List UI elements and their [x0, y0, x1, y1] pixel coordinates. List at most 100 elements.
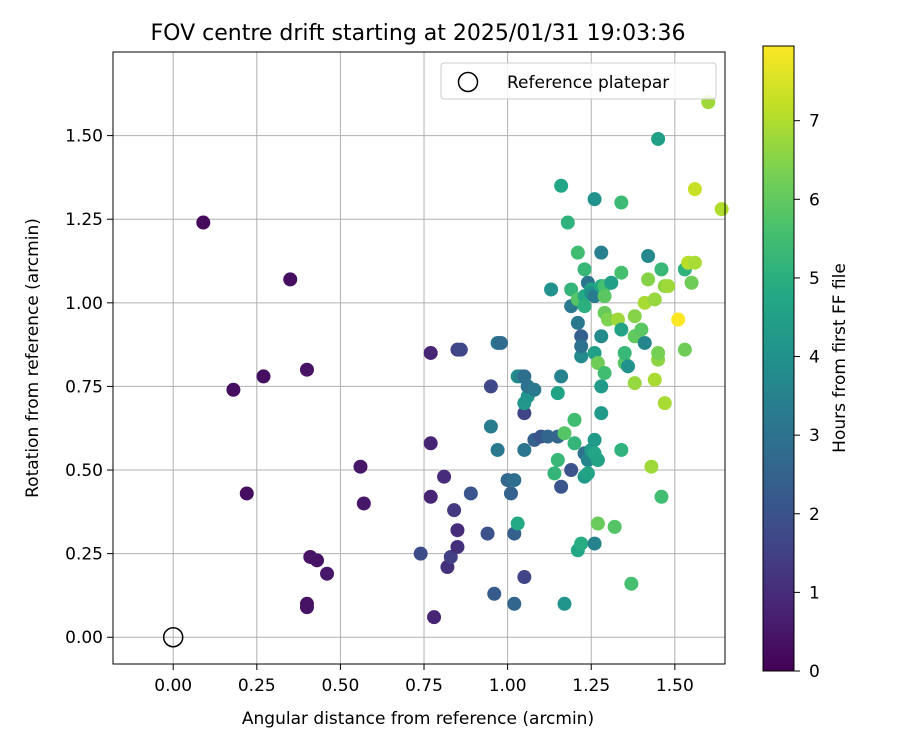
data-point [654, 262, 669, 277]
x-tick-label: 1.00 [489, 676, 527, 696]
data-point [437, 469, 452, 484]
colorbar-tick-label: 2 [809, 505, 820, 525]
data-point [594, 406, 609, 421]
data-point [450, 523, 465, 538]
data-point [637, 335, 652, 350]
data-point [594, 329, 609, 344]
data-point [517, 442, 532, 457]
data-point [310, 553, 324, 568]
data-point [564, 463, 579, 478]
data-point [587, 289, 602, 304]
data-point [427, 610, 442, 625]
data-point [564, 282, 579, 297]
data-point [714, 202, 729, 217]
data-point [587, 192, 602, 207]
x-axis-label: Angular distance from reference (arcmin) [242, 709, 594, 729]
colorbar-label: Hours from first FF file [830, 263, 850, 453]
data-point [450, 539, 465, 554]
data-point [527, 382, 542, 397]
x-tick-label: 0.75 [405, 676, 443, 696]
data-point [356, 496, 371, 511]
data-point [587, 536, 602, 551]
y-tick-label: 1.25 [65, 210, 103, 230]
data-point [614, 442, 629, 457]
data-point [517, 570, 532, 585]
data-point [647, 372, 662, 387]
reference-platepar-marker [162, 626, 184, 648]
y-axis-ticks: 0.00 0.25 0.50 0.75 1.00 1.25 1.50 [65, 127, 113, 648]
legend-box [440, 62, 717, 100]
data-point [423, 489, 438, 504]
data-point [490, 442, 505, 457]
data-point [487, 586, 502, 601]
y-axis-label: Rotation from reference (arcmin) [23, 218, 43, 498]
data-point [480, 526, 495, 541]
colorbar-tick-label: 5 [809, 269, 820, 289]
data-point [617, 345, 632, 360]
legend-reference-marker [457, 71, 479, 93]
data-point [570, 315, 585, 330]
y-tick-label: 0.50 [65, 461, 103, 481]
data-point [641, 249, 656, 263]
data-point [507, 596, 522, 611]
data-point [423, 436, 438, 451]
data-point [577, 299, 592, 314]
colorbar-tick-label: 1 [809, 583, 820, 603]
data-point [283, 272, 298, 287]
data-point [550, 453, 565, 467]
data-point [627, 309, 642, 324]
x-axis-ticks: 0.00 0.25 0.50 0.75 1.00 1.25 1.50 [154, 664, 694, 696]
data-point [590, 356, 605, 371]
data-point [634, 322, 649, 337]
data-point [299, 600, 314, 615]
data-point [226, 382, 241, 397]
colorbar: 0 1 2 3 4 5 6 7 Hours from first FF file [762, 45, 850, 682]
data-point [510, 516, 525, 531]
data-point [597, 289, 612, 304]
y-tick-label: 0.00 [65, 628, 103, 648]
data-point [687, 182, 702, 197]
data-point [557, 596, 572, 611]
data-point [647, 292, 662, 307]
grid-lines [113, 52, 725, 664]
data-point [299, 362, 314, 377]
data-point [443, 549, 458, 564]
x-tick-label: 0.00 [154, 676, 192, 696]
data-point [677, 342, 692, 357]
legend-reference-label: Reference platepar [507, 73, 669, 93]
data-point [507, 473, 522, 488]
data-point [453, 342, 468, 357]
data-point [600, 312, 615, 327]
data-point [607, 519, 622, 534]
data-point [590, 516, 605, 531]
scatter-points [162, 95, 729, 648]
data-point [590, 453, 605, 467]
data-point [483, 379, 498, 394]
data-point [550, 386, 565, 401]
y-tick-label: 1.00 [65, 294, 103, 314]
data-point [483, 419, 498, 434]
data-point [621, 359, 636, 374]
data-point [577, 262, 592, 277]
data-point [574, 536, 589, 551]
data-point [574, 339, 589, 354]
data-point [574, 349, 589, 364]
colorbar-tick-label: 4 [809, 348, 820, 368]
data-point [554, 479, 569, 494]
x-tick-label: 1.25 [572, 676, 610, 696]
data-point [413, 546, 428, 561]
data-point [614, 195, 629, 210]
data-point [320, 566, 335, 581]
data-point [654, 489, 669, 504]
data-point [554, 178, 569, 193]
legend: Reference platepar [440, 62, 717, 100]
y-tick-label: 1.50 [65, 127, 103, 147]
data-point [353, 459, 368, 474]
colorbar-tick-label: 0 [809, 662, 820, 682]
data-point [641, 272, 656, 287]
data-point [614, 265, 629, 280]
data-point [560, 215, 575, 230]
data-point [671, 312, 686, 327]
data-point [570, 245, 585, 260]
